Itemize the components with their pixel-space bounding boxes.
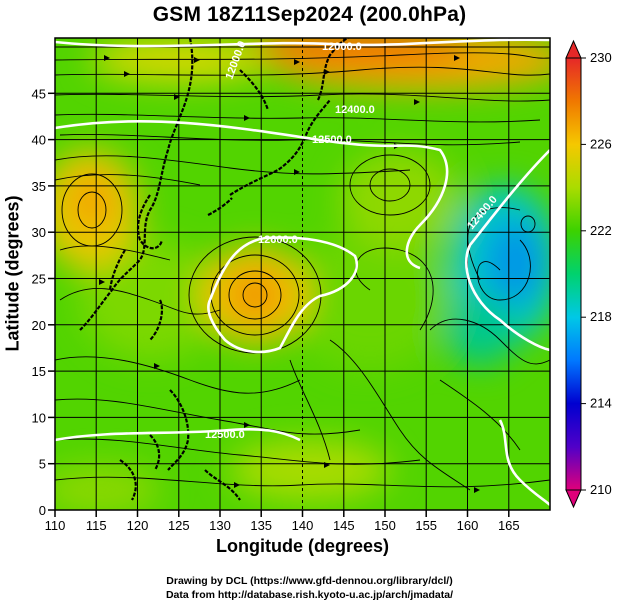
contour-label: 12500.0 — [312, 134, 352, 146]
x-tick-label: 135 — [250, 518, 272, 533]
contour-label: 12400.0 — [335, 104, 375, 116]
colorbar-gradient — [565, 57, 582, 491]
y-tick-label: 45 — [32, 86, 46, 101]
x-tick-label: 125 — [168, 518, 190, 533]
drawing-credit: Drawing by DCL (https://www.gfd-dennou.o… — [166, 575, 453, 587]
chart-title: GSM 18Z11Sep2024 (200.0hPa) — [152, 3, 467, 26]
data-credit: Data from http://database.rish.kyoto-u.a… — [165, 589, 454, 601]
colorbar-label: 214 — [590, 396, 612, 411]
temperature-field — [55, 38, 550, 510]
colorbar-min-triangle — [565, 489, 582, 509]
y-tick-label: 35 — [32, 179, 46, 194]
contour-label: 12000.0 — [322, 41, 362, 53]
y-axis-label: Latitude (degrees) — [2, 195, 23, 352]
colorbar-label: 218 — [590, 309, 612, 324]
x-tick-label: 165 — [498, 518, 520, 533]
colorbar-label: 222 — [590, 223, 612, 238]
coastlines — [79, 38, 349, 501]
y-tick-marks — [48, 92, 55, 511]
x-tick-label: 155 — [415, 518, 437, 533]
y-tick-label: 25 — [32, 272, 46, 287]
x-tick-labels: 110 115 120 125 130 135 140 145 150 155 … — [45, 518, 520, 533]
colorbar-label: 210 — [590, 482, 612, 497]
y-tick-labels: 0 5 10 15 20 25 30 35 40 45 — [32, 86, 46, 518]
contour-label: 12500.0 — [205, 429, 245, 441]
y-tick-label: 5 — [39, 457, 46, 472]
x-tick-label: 160 — [457, 518, 479, 533]
colorbar-label: 230 — [590, 50, 612, 65]
colorbar: 230 226 222 218 214 210 — [565, 39, 612, 509]
y-tick-label: 0 — [39, 503, 46, 518]
y-tick-label: 40 — [32, 133, 46, 148]
x-tick-label: 145 — [333, 518, 355, 533]
x-tick-label: 115 — [86, 518, 107, 533]
x-axis-label: Longitude (degrees) — [215, 536, 389, 556]
x-tick-label: 120 — [127, 518, 149, 533]
colorbar-max-triangle — [565, 39, 582, 59]
streamline-arrows — [99, 55, 480, 493]
contour-label: 12600.0 — [258, 234, 298, 246]
wind-streamlines — [55, 52, 550, 491]
y-tick-label: 10 — [32, 410, 46, 425]
y-tick-label: 20 — [32, 318, 46, 333]
x-tick-label: 140 — [292, 518, 314, 533]
x-tick-label: 130 — [209, 518, 231, 533]
x-tick-label: 150 — [374, 518, 396, 533]
x-tick-label: 110 — [45, 518, 66, 533]
height-contours — [55, 38, 550, 506]
y-tick-label: 30 — [32, 225, 46, 240]
colorbar-label: 226 — [590, 136, 612, 151]
y-tick-label: 15 — [32, 364, 46, 379]
x-tick-marks — [54, 510, 510, 517]
